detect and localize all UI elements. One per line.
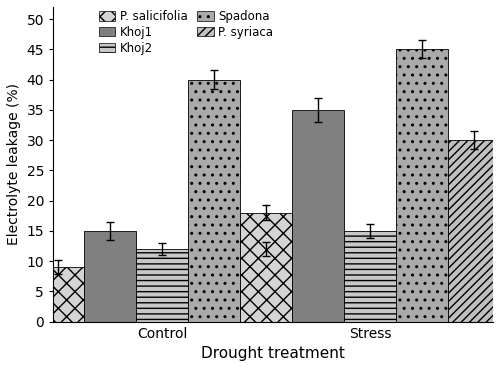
Bar xyxy=(344,231,396,322)
Y-axis label: Electrolyte leakage (%): Electrolyte leakage (%) xyxy=(7,83,21,245)
Legend: P. salicifolia, Khoj1, Khoj2, Spadona, P. syriaca: P. salicifolia, Khoj1, Khoj2, Spadona, P… xyxy=(98,10,274,54)
Bar xyxy=(292,110,344,322)
Bar xyxy=(84,231,136,322)
X-axis label: Drought treatment: Drought treatment xyxy=(201,346,345,361)
Bar xyxy=(240,249,292,322)
Bar xyxy=(188,79,240,322)
Bar xyxy=(448,140,500,322)
Bar xyxy=(32,267,84,322)
Bar xyxy=(240,213,292,322)
Bar xyxy=(396,49,448,322)
Bar xyxy=(136,249,188,322)
